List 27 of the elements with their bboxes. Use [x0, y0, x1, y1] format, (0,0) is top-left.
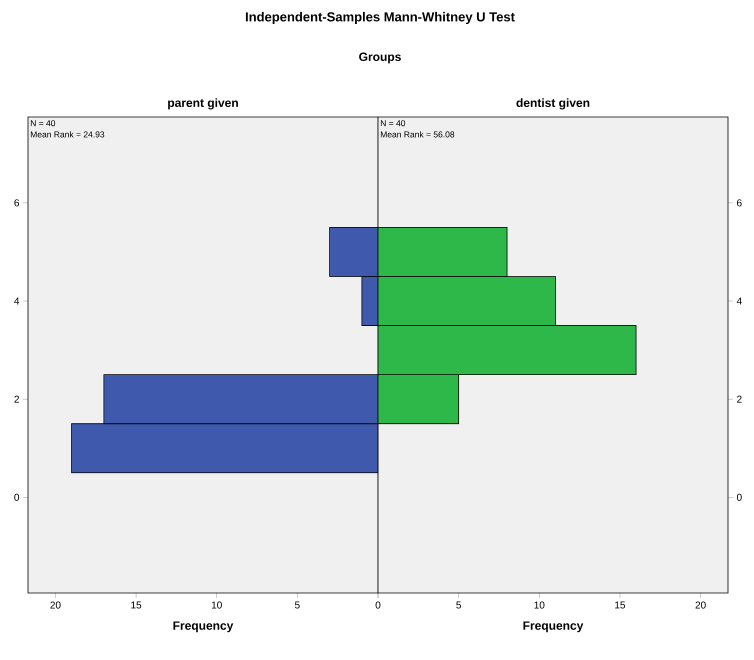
x-axis-title: Frequency [173, 621, 234, 632]
x-tick-label: 20 [50, 602, 61, 609]
chart-title: parent given [168, 98, 238, 110]
x-tick-label: 10 [212, 602, 222, 609]
x-tick-label: 5 [456, 602, 462, 608]
x-tick-label: 15 [615, 602, 626, 608]
x-axis-title: Frequency [523, 621, 584, 632]
y-tick-label: 0 [14, 494, 20, 501]
x-tick-label: 15 [131, 602, 142, 608]
x-tick-label: 10 [534, 602, 544, 609]
y-tick-label: 2 [14, 396, 19, 403]
annotation: Mean Rank = 56.08 [380, 131, 454, 138]
x-tick-label: 5 [294, 602, 300, 608]
y-tick-label: 4 [14, 298, 20, 304]
text: Independent-Samples Mann-Whitney U Test [246, 12, 515, 24]
annotation: Mean Rank = 24.93 [30, 131, 104, 138]
annotation: N = 40 [380, 120, 406, 126]
y-tick-label: 6 [737, 199, 742, 206]
y-tick-label: 4 [736, 298, 742, 304]
y-tick-label: 0 [736, 494, 742, 501]
x-tick-label: 20 [696, 602, 706, 609]
y-tick-label: 2 [737, 396, 742, 403]
annotation: N = 40 [30, 120, 56, 126]
chart-title: dentist given [516, 98, 590, 110]
x-tick-label: 0 [376, 602, 380, 609]
y-tick-label: 6 [14, 199, 20, 206]
text: Groups [359, 52, 401, 64]
